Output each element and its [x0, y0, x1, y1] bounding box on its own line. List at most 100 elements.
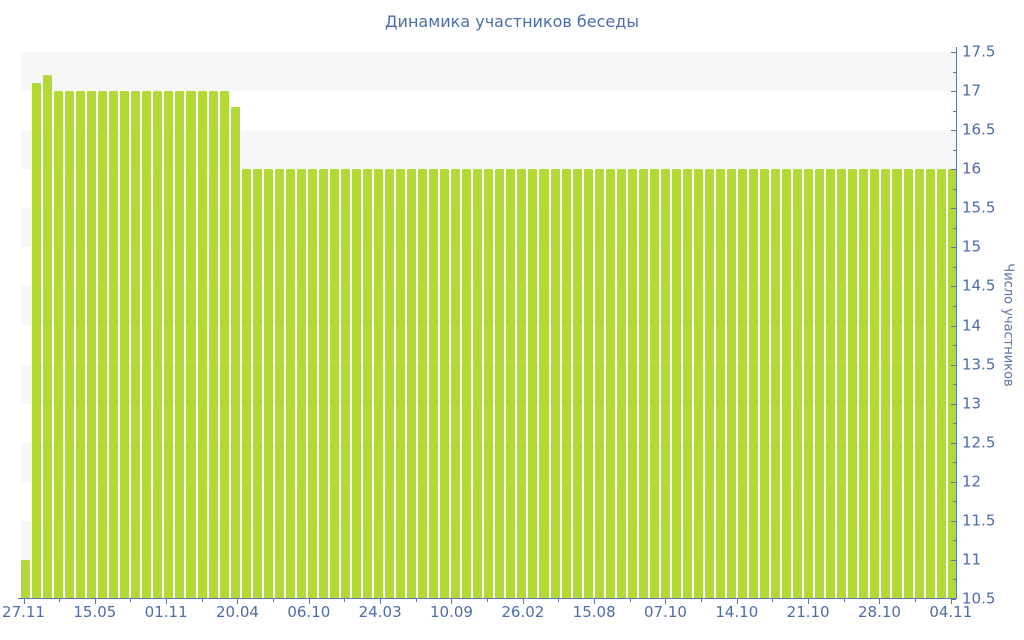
- x-axis-minor-tick: [487, 599, 489, 602]
- y-axis-major-tick: [951, 208, 956, 210]
- y-axis-line: [956, 47, 957, 599]
- x-axis-tick-label: 15.05: [73, 603, 117, 621]
- x-axis-minor-tick: [59, 599, 61, 602]
- y-axis-major-tick: [951, 130, 956, 132]
- bar: [351, 169, 361, 599]
- bar: [484, 169, 494, 599]
- bar: [230, 106, 240, 599]
- bar: [208, 91, 218, 599]
- y-axis-minor-tick: [953, 305, 956, 307]
- bar: [153, 91, 163, 599]
- x-axis-major-tick: [879, 599, 881, 604]
- y-axis-minor-tick: [953, 423, 956, 425]
- bar: [219, 91, 229, 599]
- bar: [76, 91, 86, 599]
- y-axis-major-tick: [951, 520, 956, 522]
- bar: [804, 169, 814, 599]
- y-axis-tick-label: 14: [962, 315, 982, 334]
- bar: [109, 91, 119, 599]
- x-axis-minor-tick: [915, 599, 917, 602]
- x-axis-major-tick: [94, 599, 96, 604]
- y-axis-minor-tick: [953, 384, 956, 386]
- bar: [197, 91, 207, 599]
- bar: [947, 169, 957, 599]
- y-axis-major-tick: [951, 559, 956, 561]
- y-axis-major-tick: [951, 325, 956, 327]
- bar: [87, 91, 97, 599]
- bar: [429, 169, 439, 599]
- bar: [21, 559, 31, 599]
- bar: [131, 91, 141, 599]
- y-axis-tick-label: 16: [962, 159, 982, 178]
- x-axis-tick-label: 06.10: [287, 603, 331, 621]
- x-axis-tick-label: 20.04: [216, 603, 259, 621]
- x-axis-tick-label: 27.11: [2, 603, 45, 621]
- bar: [881, 169, 891, 599]
- bar: [704, 169, 714, 599]
- x-axis-major-tick: [308, 599, 310, 604]
- bar: [583, 169, 593, 599]
- x-axis-tick-label: 15.08: [572, 603, 616, 621]
- y-axis-major-tick: [951, 247, 956, 249]
- bar: [517, 169, 527, 599]
- bar: [274, 169, 284, 599]
- bar: [572, 169, 582, 599]
- y-axis-tick-label: 15.5: [962, 198, 996, 217]
- y-axis-minor-tick: [953, 462, 956, 464]
- y-axis-minor-tick: [953, 71, 956, 73]
- x-axis-minor-tick: [629, 599, 631, 602]
- bar: [660, 169, 670, 599]
- bar: [329, 169, 339, 599]
- bar: [616, 169, 626, 599]
- x-axis-major-tick: [522, 599, 524, 604]
- x-axis-tick-label: 24.03: [358, 603, 402, 621]
- bar: [837, 169, 847, 599]
- y-axis-major-tick: [951, 91, 956, 93]
- y-axis-tick-label: 12.5: [962, 433, 996, 452]
- x-axis-major-tick: [665, 599, 667, 604]
- bar: [340, 169, 350, 599]
- bar: [627, 169, 637, 599]
- y-axis-tick-label: 15: [962, 237, 982, 256]
- bar: [914, 169, 924, 599]
- chart-title: Динамика участников беседы: [385, 12, 639, 31]
- x-axis-tick-label: 10.09: [430, 603, 473, 621]
- y-axis-major-tick: [951, 599, 956, 600]
- bar: [307, 169, 317, 599]
- y-axis-major-tick: [951, 52, 956, 53]
- bar: [164, 91, 174, 599]
- x-axis-minor-tick: [344, 599, 346, 602]
- bar: [98, 91, 108, 599]
- bar: [175, 91, 185, 599]
- bar: [605, 169, 615, 599]
- y-axis-tick-label: 10.5: [962, 589, 996, 608]
- bar: [749, 169, 759, 599]
- bar: [903, 169, 913, 599]
- plot-area: [21, 52, 957, 599]
- x-axis-major-tick: [166, 599, 168, 604]
- bar: [54, 91, 64, 599]
- bar: [859, 169, 869, 599]
- bar: [473, 169, 483, 599]
- bar: [120, 91, 130, 599]
- bar: [771, 169, 781, 599]
- bar: [815, 169, 825, 599]
- y-axis-minor-tick: [953, 345, 956, 347]
- bar: [241, 169, 251, 599]
- x-axis-minor-tick: [415, 599, 417, 602]
- bar: [407, 169, 417, 599]
- bar: [649, 169, 659, 599]
- bar: [296, 169, 306, 599]
- y-axis-major-tick: [951, 169, 956, 171]
- y-axis-minor-tick: [953, 540, 956, 542]
- bar: [418, 169, 428, 599]
- y-axis-minor-tick: [953, 110, 956, 112]
- bar: [318, 169, 328, 599]
- y-axis-tick-label: 11: [962, 550, 982, 569]
- x-axis-major-tick: [451, 599, 453, 604]
- bar: [462, 169, 472, 599]
- bar: [793, 169, 803, 599]
- bar: [892, 169, 902, 599]
- x-axis-minor-tick: [843, 599, 845, 602]
